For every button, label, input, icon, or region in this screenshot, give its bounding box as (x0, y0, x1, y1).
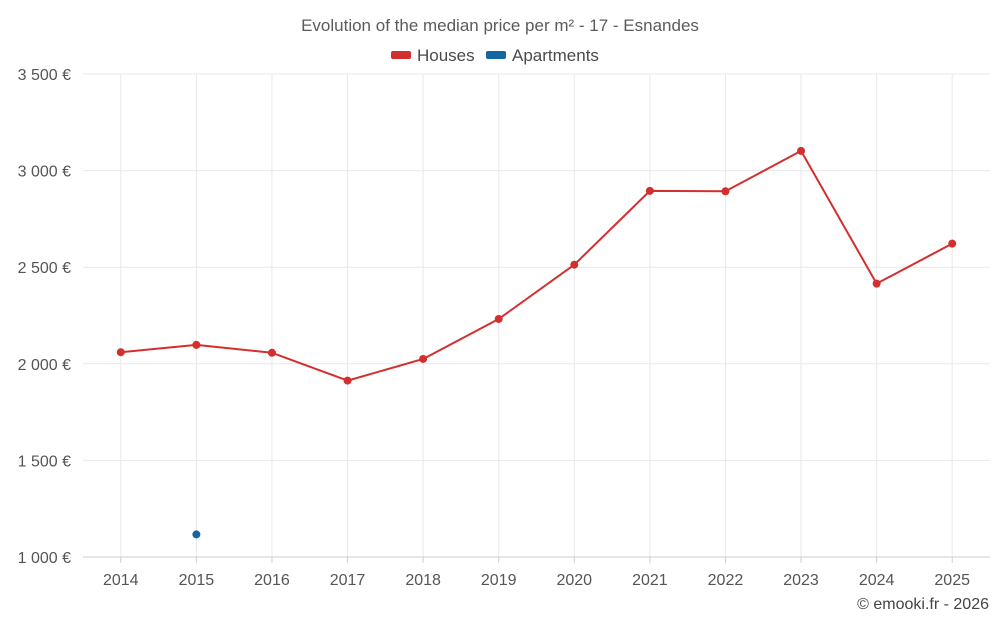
x-tick-label: 2018 (405, 572, 441, 589)
data-point-houses[interactable] (570, 260, 579, 269)
data-point-houses[interactable] (721, 187, 730, 196)
x-tick-label: 2022 (708, 572, 744, 589)
y-tick-label: 3 500 € (18, 67, 71, 84)
data-point-houses[interactable] (116, 348, 125, 357)
data-point-houses[interactable] (419, 354, 428, 363)
data-point-houses[interactable] (948, 239, 957, 248)
chart-legend: Houses Apartments (391, 46, 599, 65)
x-tick-label: 2016 (254, 572, 290, 589)
x-tick-label: 2021 (632, 572, 668, 589)
legend-label-apartments[interactable]: Apartments (512, 46, 599, 65)
x-tick-label: 2024 (859, 572, 895, 589)
legend-swatch-apartments (486, 51, 506, 59)
y-tick-label: 1 000 € (18, 550, 71, 567)
x-tick-label: 2019 (481, 572, 517, 589)
x-tick-label: 2014 (103, 572, 139, 589)
grid-lines (83, 73, 990, 557)
legend-swatch-houses (391, 51, 411, 59)
data-point-houses[interactable] (192, 340, 201, 349)
x-tick-label: 2017 (330, 572, 366, 589)
y-axis-ticks: 1 000 € 1 500 € 2 000 € 2 500 € 3 000 € 3 500… (18, 67, 71, 567)
x-tick-label: 2025 (934, 572, 970, 589)
x-tick-label: 2020 (556, 572, 592, 589)
axes (83, 556, 990, 563)
data-point-houses[interactable] (494, 314, 503, 323)
credit-text: © emooki.fr - 2026 (857, 596, 989, 613)
data-series (116, 146, 957, 539)
data-point-houses[interactable] (797, 146, 806, 155)
y-tick-label: 3 000 € (18, 164, 71, 181)
data-point-houses[interactable] (343, 376, 352, 385)
legend-label-houses[interactable]: Houses (417, 46, 475, 65)
data-point-houses[interactable] (267, 348, 276, 357)
chart-title: Evolution of the median price per m² - 1… (301, 16, 699, 35)
y-tick-label: 2 000 € (18, 357, 71, 374)
series-line-houses (120, 149, 953, 382)
x-tick-label: 2015 (179, 572, 215, 589)
data-point-apartments[interactable] (192, 530, 201, 539)
y-tick-label: 1 500 € (18, 453, 71, 470)
y-tick-label: 2 500 € (18, 260, 71, 277)
data-point-houses[interactable] (645, 186, 654, 195)
x-tick-label: 2023 (783, 572, 819, 589)
data-point-houses[interactable] (872, 279, 881, 288)
x-axis-ticks: 2014 2015 2016 2017 2018 2019 2020 2021 2022 2023… (103, 572, 970, 589)
